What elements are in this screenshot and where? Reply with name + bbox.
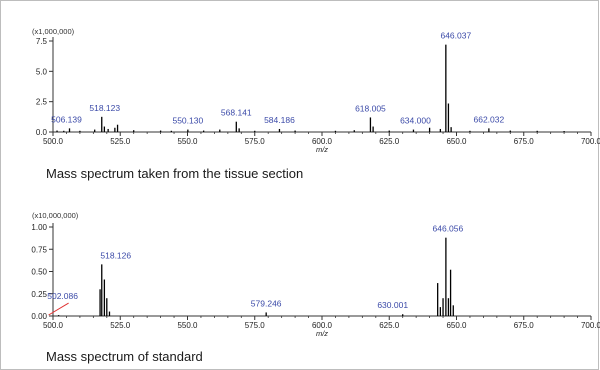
y-tick-label: 7.5: [36, 37, 48, 46]
y-tick-label: 0.50: [31, 268, 47, 277]
peak-label: 584.186: [264, 115, 295, 125]
peak-label: 618.005: [355, 103, 386, 113]
peak-label: 630.001: [377, 300, 408, 310]
y-tick-label: 5.0: [36, 67, 48, 76]
y-tick-label: 0.00: [31, 312, 47, 321]
annotation-leader-line: [48, 302, 69, 316]
peak-label: 550.130: [172, 116, 203, 126]
peak-label: 502.086: [47, 291, 78, 301]
x-tick-label: 625.0: [379, 137, 400, 146]
peak-label: 506.139: [51, 114, 82, 124]
x-tick-label: 575.0: [245, 321, 266, 330]
x-tick-label: 600.0: [312, 137, 333, 146]
x-tick-label: 675.0: [514, 321, 535, 330]
x-tick-label: 575.0: [245, 137, 266, 146]
peak-label: 568.141: [221, 108, 252, 118]
x-tick-label: 650.0: [446, 321, 467, 330]
x-tick-label: 525.0: [110, 321, 131, 330]
x-tick-label: 700.0: [581, 137, 600, 146]
x-axis-label: m/z: [316, 145, 328, 154]
caption-tissue-spectrum: Mass spectrum taken from the tissue sect…: [46, 166, 304, 181]
x-tick-label: 625.0: [379, 321, 400, 330]
x-tick-label: 525.0: [110, 137, 131, 146]
peak-label: 518.123: [89, 103, 120, 113]
x-tick-label: 650.0: [446, 137, 467, 146]
y-tick-label: 1.00: [31, 223, 47, 232]
x-tick-label: 600.0: [312, 321, 333, 330]
x-tick-label: 675.0: [514, 137, 535, 146]
y-scale-label: (x10,000,000): [32, 211, 79, 220]
peak-label: 646.056: [433, 224, 464, 234]
x-axis-label: m/z: [316, 329, 328, 338]
peak-label: 634.000: [400, 116, 431, 126]
y-tick-label: 0.25: [31, 290, 47, 299]
x-tick-label: 700.0: [581, 321, 600, 330]
y-tick-label: 2.5: [36, 98, 48, 107]
x-tick-label: 500.0: [43, 321, 64, 330]
caption-standard-spectrum: Mass spectrum of standard: [46, 349, 203, 364]
peak-label: 579.246: [251, 298, 282, 308]
y-scale-label: (x1,000,000): [32, 27, 75, 36]
y-tick-label: 0.75: [31, 245, 47, 254]
peak-label: 518.126: [100, 250, 131, 260]
peak-label: 662.032: [473, 114, 504, 124]
peak-label: 646.037: [440, 31, 471, 41]
x-tick-label: 500.0: [43, 137, 64, 146]
y-tick-label: 0.0: [36, 128, 48, 137]
x-tick-label: 550.0: [177, 137, 198, 146]
x-tick-label: 550.0: [177, 321, 198, 330]
